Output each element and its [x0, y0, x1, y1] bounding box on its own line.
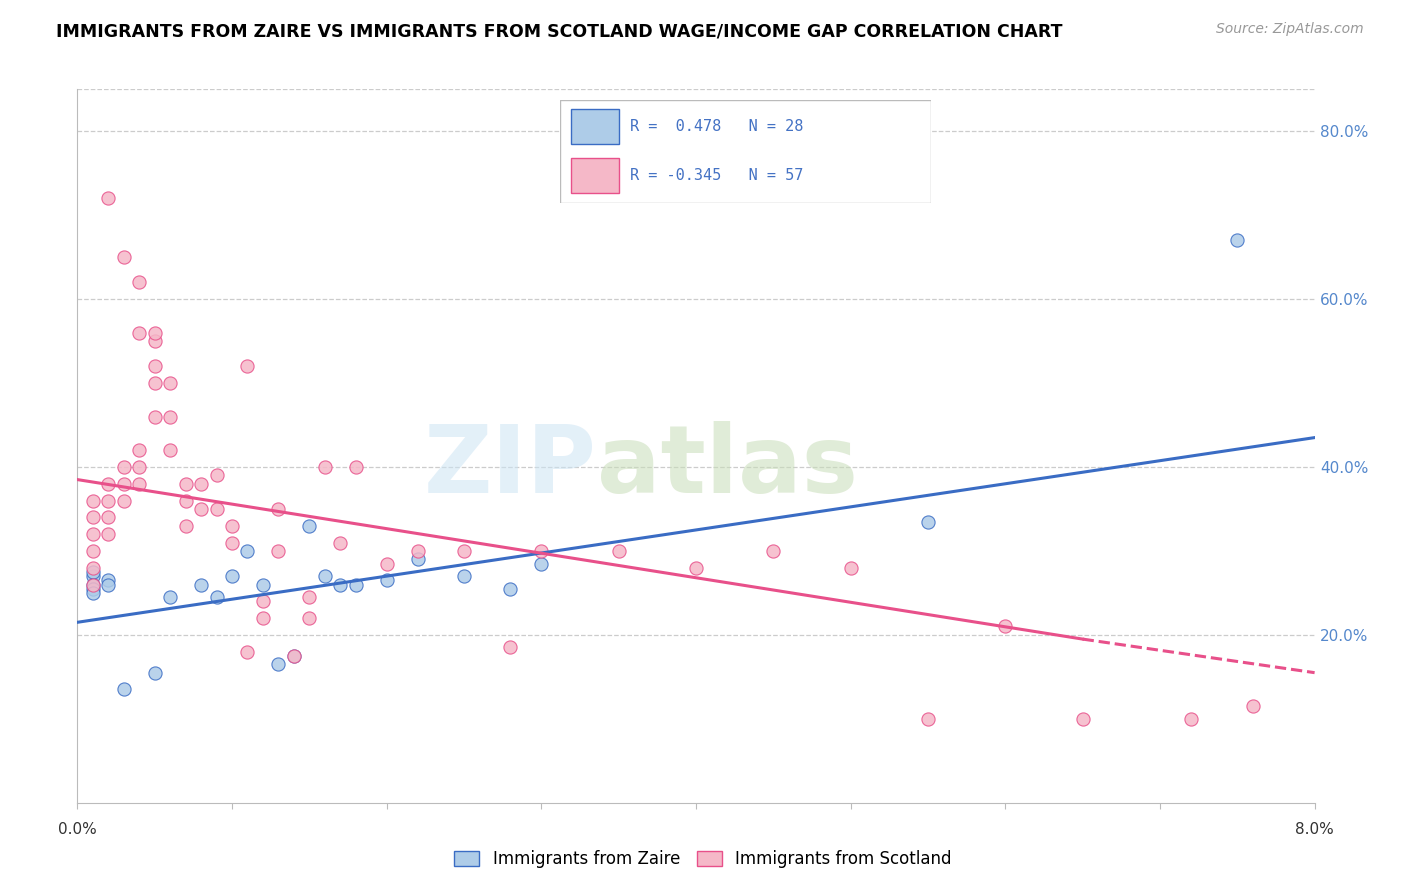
- Point: [112, 476, 135, 491]
- Point: [143, 359, 166, 374]
- Point: [190, 577, 212, 591]
- Point: [159, 590, 181, 604]
- Point: [375, 557, 398, 571]
- Point: [128, 476, 150, 491]
- Point: [205, 468, 228, 483]
- Text: Source: ZipAtlas.com: Source: ZipAtlas.com: [1216, 22, 1364, 37]
- Point: [82, 544, 104, 558]
- Point: [530, 557, 553, 571]
- Point: [174, 476, 197, 491]
- Legend: Immigrants from Zaire, Immigrants from Scotland: Immigrants from Zaire, Immigrants from S…: [447, 844, 959, 875]
- Point: [236, 645, 259, 659]
- Text: 0.0%: 0.0%: [58, 822, 97, 837]
- Point: [314, 460, 336, 475]
- Point: [82, 582, 104, 596]
- Point: [143, 334, 166, 348]
- Point: [128, 275, 150, 289]
- Point: [82, 565, 104, 579]
- Point: [252, 577, 274, 591]
- Point: [453, 569, 475, 583]
- Point: [128, 326, 150, 340]
- Point: [82, 586, 104, 600]
- Point: [685, 560, 707, 574]
- Point: [329, 577, 352, 591]
- Point: [143, 409, 166, 424]
- Point: [344, 577, 367, 591]
- Point: [252, 594, 274, 608]
- Point: [236, 544, 259, 558]
- Point: [1241, 699, 1264, 714]
- Point: [190, 502, 212, 516]
- Point: [205, 590, 228, 604]
- Point: [97, 527, 120, 541]
- Point: [82, 577, 104, 591]
- Point: [112, 460, 135, 475]
- Point: [314, 569, 336, 583]
- Point: [221, 569, 243, 583]
- Point: [128, 460, 150, 475]
- Point: [174, 518, 197, 533]
- Point: [329, 535, 352, 549]
- Point: [97, 191, 120, 205]
- Point: [82, 560, 104, 574]
- Point: [252, 611, 274, 625]
- Point: [128, 443, 150, 458]
- Point: [1226, 233, 1249, 247]
- Point: [283, 648, 305, 663]
- Point: [143, 326, 166, 340]
- Point: [839, 560, 862, 574]
- Point: [205, 502, 228, 516]
- Point: [607, 544, 630, 558]
- Point: [174, 493, 197, 508]
- Point: [994, 619, 1017, 633]
- Point: [82, 527, 104, 541]
- Point: [143, 376, 166, 390]
- Point: [221, 518, 243, 533]
- Point: [97, 510, 120, 524]
- Point: [267, 657, 290, 672]
- Text: atlas: atlas: [598, 421, 858, 514]
- Point: [267, 544, 290, 558]
- Text: ZIP: ZIP: [425, 421, 598, 514]
- Point: [159, 376, 181, 390]
- Point: [82, 493, 104, 508]
- Point: [97, 577, 120, 591]
- Point: [453, 544, 475, 558]
- Point: [159, 409, 181, 424]
- Point: [97, 476, 120, 491]
- Point: [406, 544, 429, 558]
- Point: [499, 640, 522, 655]
- Point: [298, 590, 321, 604]
- Point: [283, 648, 305, 663]
- Point: [917, 712, 939, 726]
- Text: IMMIGRANTS FROM ZAIRE VS IMMIGRANTS FROM SCOTLAND WAGE/INCOME GAP CORRELATION CH: IMMIGRANTS FROM ZAIRE VS IMMIGRANTS FROM…: [56, 22, 1063, 40]
- Point: [267, 502, 290, 516]
- Point: [236, 359, 259, 374]
- Text: 8.0%: 8.0%: [1295, 822, 1334, 837]
- Point: [97, 574, 120, 588]
- Point: [159, 443, 181, 458]
- Point: [82, 569, 104, 583]
- Point: [143, 665, 166, 680]
- Point: [190, 476, 212, 491]
- Point: [82, 577, 104, 591]
- Point: [917, 515, 939, 529]
- Point: [1180, 712, 1202, 726]
- Point: [375, 574, 398, 588]
- Point: [112, 682, 135, 697]
- Point: [344, 460, 367, 475]
- Point: [221, 535, 243, 549]
- Point: [1071, 712, 1094, 726]
- Point: [82, 510, 104, 524]
- Point: [97, 493, 120, 508]
- Point: [499, 582, 522, 596]
- Point: [762, 544, 785, 558]
- Point: [112, 493, 135, 508]
- Point: [530, 544, 553, 558]
- Point: [112, 250, 135, 264]
- Point: [298, 611, 321, 625]
- Point: [298, 518, 321, 533]
- Point: [406, 552, 429, 566]
